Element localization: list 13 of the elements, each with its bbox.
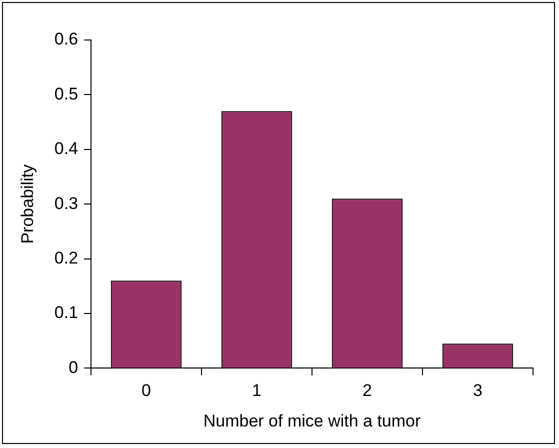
x-axis-title: Number of mice with a tumor	[203, 411, 421, 430]
x-tick-label: 0	[142, 381, 152, 400]
y-tick-label: 0.5	[54, 84, 78, 104]
y-tick-label: 0.1	[54, 303, 78, 322]
y-tick-label: 0.2	[54, 248, 78, 268]
y-axis-title: Probability	[18, 164, 37, 244]
y-tick-label: 0.4	[54, 139, 78, 158]
x-tick-label: 3	[473, 381, 482, 400]
y-tick-label: 0	[68, 358, 78, 377]
x-tick-label: 2	[362, 381, 372, 400]
y-tick-label: 0.3	[54, 194, 78, 213]
y-tick-label: 0.6	[54, 30, 78, 49]
x-tick-label: 1	[252, 381, 262, 400]
